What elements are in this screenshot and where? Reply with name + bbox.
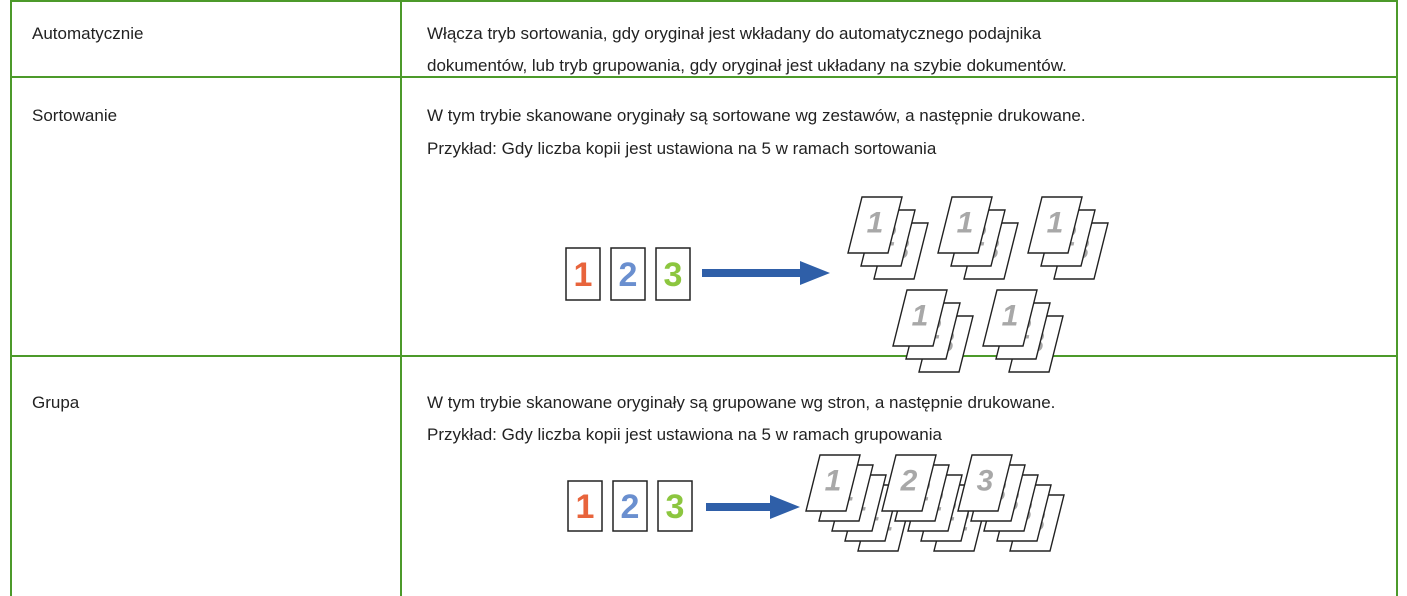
- original-number: 2: [621, 488, 640, 526]
- description-line: dokumentów, lub tryb grupowania, gdy ory…: [427, 56, 1067, 75]
- term: Grupa: [32, 393, 80, 412]
- table-border: [10, 76, 1398, 78]
- original-page: [657, 480, 693, 532]
- sheet-number: 1: [825, 465, 842, 498]
- table-border: [10, 0, 12, 596]
- description-line: Przykład: Gdy liczba kopii jest ustawion…: [427, 425, 942, 444]
- sheet: [937, 196, 993, 254]
- table-border: [400, 0, 402, 596]
- original-number: 1: [574, 256, 593, 294]
- sheet: [1027, 196, 1083, 254]
- sheet: [805, 454, 861, 512]
- sheet-number: 1: [957, 207, 974, 240]
- sheet-number: 1: [1047, 207, 1064, 240]
- arrow: [706, 495, 800, 519]
- sheet-number: 1: [867, 207, 884, 240]
- sheet: [881, 454, 937, 512]
- original-number: 3: [666, 488, 685, 526]
- original-number: 3: [664, 256, 683, 294]
- sheet: [847, 196, 903, 254]
- original-page: [567, 480, 603, 532]
- table-border: [1396, 0, 1398, 596]
- original-page: [565, 247, 601, 301]
- description-line: W tym trybie skanowane oryginały są grup…: [427, 393, 1056, 412]
- table-border: [10, 355, 1398, 357]
- original-page: [612, 480, 648, 532]
- description-line: Włącza tryb sortowania, gdy oryginał jes…: [427, 24, 1042, 43]
- term: Sortowanie: [32, 106, 118, 125]
- sheet: [957, 454, 1013, 512]
- description-line: Przykład: Gdy liczba kopii jest ustawion…: [427, 139, 937, 158]
- sheet-number: 2: [900, 465, 918, 498]
- original-number: 2: [619, 256, 638, 294]
- sheet-number: 1: [1002, 300, 1019, 333]
- arrow: [702, 261, 830, 285]
- sheet: [892, 289, 948, 347]
- sheet-number: 1: [912, 300, 929, 333]
- original-number: 1: [576, 488, 595, 526]
- table-border: [10, 0, 1398, 2]
- sheet-number: 3: [977, 465, 994, 498]
- original-page: [655, 247, 691, 301]
- sheet: [982, 289, 1038, 347]
- term: Automatycznie: [32, 24, 144, 43]
- description-line: W tym trybie skanowane oryginały są sort…: [427, 106, 1086, 125]
- original-page: [610, 247, 646, 301]
